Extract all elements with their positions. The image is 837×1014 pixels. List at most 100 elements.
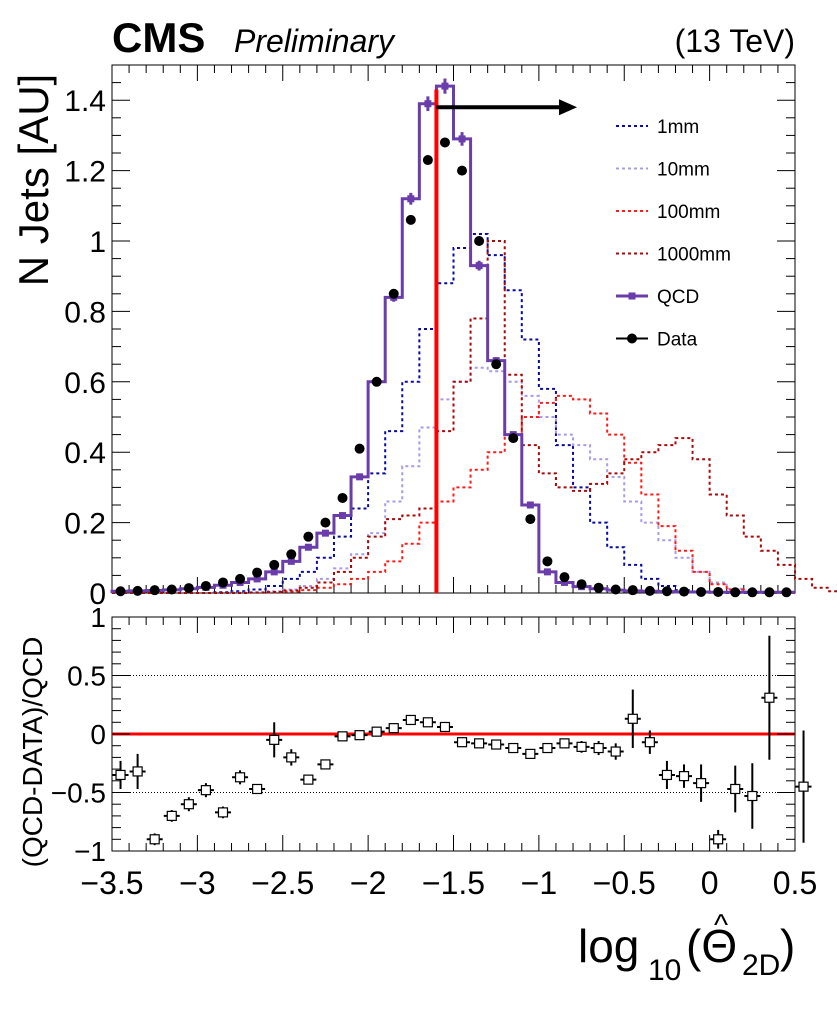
qcd-point xyxy=(424,100,432,108)
legend-label-1mm: 1mm xyxy=(657,117,699,138)
main-y-tick-label: 1 xyxy=(89,226,106,259)
data-point xyxy=(781,587,792,598)
data-point xyxy=(644,585,655,596)
main-y-tick-label: 1.2 xyxy=(64,156,106,189)
ratio-point xyxy=(422,717,433,728)
qcd-point xyxy=(475,262,483,270)
legend-marker-data xyxy=(627,333,637,344)
data-point xyxy=(422,155,433,166)
main-y-tick-label: 0 xyxy=(89,578,106,611)
legend-label-1000mm: 1000mm xyxy=(657,245,731,266)
data-point xyxy=(559,572,570,583)
ratio-axes: −1 −0.5 0 0.5 1 −3.5 −3 −2.5 −2 −1.5 −1 −0.5 0 0.5 xyxy=(51,602,818,901)
data-point xyxy=(388,288,399,299)
data-point xyxy=(593,582,604,593)
x-axis-label-log-sub: 10 xyxy=(648,954,681,987)
ratio-point xyxy=(115,769,126,781)
experiment-label: CMS xyxy=(112,14,205,61)
data-point xyxy=(149,585,160,596)
x-axis-label-theta: (Θ xyxy=(686,920,737,972)
ratio-point xyxy=(661,769,673,781)
ratio-point xyxy=(678,771,690,782)
x-tick-label: 0.5 xyxy=(773,865,817,901)
legend-label-qcd: QCD xyxy=(657,287,699,308)
ratio-point xyxy=(320,759,331,770)
main-y-tick-label: 0.2 xyxy=(64,508,106,541)
series-line-1000mm xyxy=(112,240,837,594)
x-tick-label: −3 xyxy=(179,865,215,901)
data-point xyxy=(747,587,758,598)
x-axis-label-log: log xyxy=(578,920,639,972)
ratio-point xyxy=(747,790,758,802)
data-point xyxy=(303,531,314,542)
qcd-point xyxy=(321,529,329,537)
legend-label-data: Data xyxy=(657,330,698,351)
ratio-point xyxy=(166,810,177,822)
ratio-point xyxy=(252,783,263,795)
ratio-point xyxy=(508,742,519,754)
data-point xyxy=(491,359,502,370)
data-point xyxy=(269,559,280,570)
qcd-point xyxy=(526,501,534,509)
data-point xyxy=(166,584,177,595)
qcd-point xyxy=(441,82,449,90)
data-point xyxy=(661,586,672,597)
qcd-point xyxy=(304,543,312,551)
data-point xyxy=(320,517,331,528)
ratio-point xyxy=(474,738,485,749)
main-y-tick-label: 1.4 xyxy=(64,85,106,118)
data-point xyxy=(474,236,485,246)
ratio-point xyxy=(286,752,297,763)
x-tick-label: −2.5 xyxy=(251,865,314,901)
x-tick-label: −0.5 xyxy=(593,865,656,901)
data-point xyxy=(235,573,246,584)
legend: 1mm 10mm 100mm 1000mm QCD Data xyxy=(616,117,731,351)
x-tick-label: −2 xyxy=(350,865,386,901)
data-point xyxy=(405,214,416,225)
series-line-100mm xyxy=(112,394,795,594)
qcd-point xyxy=(560,578,568,586)
ratio-point xyxy=(439,721,451,733)
data-point xyxy=(542,556,553,567)
series-line-10mm xyxy=(112,366,795,594)
ratio-point xyxy=(405,714,416,726)
ratio-point xyxy=(525,748,536,759)
data-point xyxy=(354,443,365,454)
qcd-point xyxy=(339,512,347,520)
ratio-point xyxy=(456,737,468,748)
data-point xyxy=(286,549,297,560)
qcd-point xyxy=(407,195,415,203)
ratio-y-tick-label: 1 xyxy=(90,602,106,633)
ratio-point xyxy=(593,742,604,754)
ratio-point xyxy=(542,742,553,754)
data-point xyxy=(508,433,519,444)
x-tick-label: 0 xyxy=(701,865,719,901)
data-point xyxy=(696,586,707,597)
x-tick-label: −3.5 xyxy=(80,865,143,901)
data-point xyxy=(525,514,536,525)
ratio-point xyxy=(303,774,314,785)
ratio-point xyxy=(200,785,212,796)
cut-marker xyxy=(434,89,578,593)
data-point xyxy=(730,587,741,598)
legend-label-100mm: 100mm xyxy=(657,202,720,223)
ratio-point xyxy=(764,692,775,703)
data-point xyxy=(439,137,450,148)
data-point xyxy=(457,165,468,176)
qcd-point xyxy=(253,575,261,583)
qcd-point xyxy=(543,568,551,576)
data-point xyxy=(627,585,638,596)
data-point xyxy=(576,579,587,590)
ratio-point xyxy=(644,737,655,748)
main-series xyxy=(110,78,837,598)
x-axis-label-close: ) xyxy=(780,920,795,972)
ratio-point xyxy=(559,738,570,749)
ratio-point xyxy=(627,713,638,724)
x-axis-label-theta-hat: ^ xyxy=(714,909,728,942)
data-point xyxy=(115,586,126,597)
ratio-point xyxy=(354,730,365,741)
data-point xyxy=(337,492,348,503)
x-axis-label: log 10 (Θ ^ 2D ) xyxy=(578,909,795,987)
x-axis-label-theta-sub: 2D xyxy=(742,949,780,982)
